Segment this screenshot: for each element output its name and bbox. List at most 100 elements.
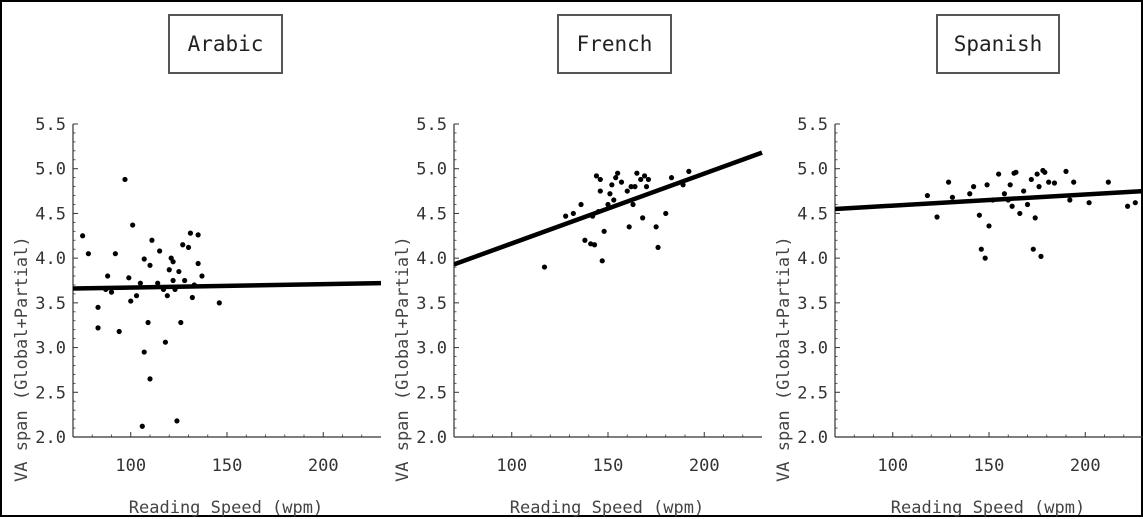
data-point	[160, 286, 167, 293]
data-point	[1125, 203, 1131, 209]
data-point	[1132, 200, 1138, 206]
x-tick-label: 100	[115, 456, 146, 476]
y-tick-label: 5.5	[35, 115, 66, 135]
data-point	[112, 251, 118, 257]
regression-line	[454, 150, 763, 267]
y-tick-label: 2.5	[797, 383, 828, 403]
data-point	[103, 286, 109, 293]
data-point	[570, 210, 576, 217]
data-point	[599, 258, 605, 264]
y-tick-label: 3.0	[797, 339, 828, 359]
y-tick-label: 3.0	[35, 339, 66, 359]
data-point	[578, 201, 584, 208]
data-point	[1036, 184, 1042, 190]
data-point	[1063, 168, 1069, 174]
y-tick-label: 4.0	[797, 249, 828, 269]
data-point	[582, 237, 588, 243]
data-point	[176, 268, 182, 275]
data-point	[139, 423, 145, 429]
data-point	[122, 176, 128, 183]
data-point	[541, 264, 548, 270]
y-tick-label: 5.0	[35, 160, 66, 180]
data-point	[141, 349, 147, 355]
scatter-plot: 2.0 2.5 3.0 3.5 4.0 4.5 5.0 5.5 100 150 200 VA span…	[774, 115, 1143, 518]
scatter-plot: 2.0 2.5 3.0 3.5 4.0 4.5 5.0 5.5 100 150 200 VA span…	[12, 115, 382, 518]
y-axis-label: VA span (Global+Partial)	[393, 236, 413, 482]
data-point	[663, 210, 669, 217]
x-tick-label: 150	[212, 456, 243, 476]
data-point	[597, 176, 603, 183]
data-point	[591, 242, 598, 248]
x-axis-label: Reading Speed (wpm)	[129, 498, 323, 518]
data-point	[141, 256, 147, 262]
data-point	[172, 286, 178, 293]
data-point	[137, 280, 143, 286]
y-tick-label: 2.5	[416, 383, 447, 403]
y-tick-label: 3.5	[416, 294, 447, 314]
data-point	[182, 277, 188, 284]
panel-spanish: 2.0 2.5 3.0 3.5 4.0 4.5 5.0 5.5 100 150 200 VA span…	[764, 2, 1143, 519]
x-axis-label: Reading Speed (wpm)	[510, 498, 704, 518]
data-point	[1024, 201, 1031, 208]
data-point	[170, 259, 176, 265]
data-point	[653, 224, 659, 230]
data-point	[1051, 180, 1058, 186]
data-point	[607, 191, 613, 197]
data-point	[601, 228, 607, 234]
data-point	[157, 248, 163, 254]
data-point	[632, 184, 638, 190]
y-tick-label: 2.0	[797, 428, 828, 448]
data-point	[1042, 169, 1048, 175]
y-tick-label: 5.5	[416, 115, 447, 135]
data-point	[934, 214, 940, 220]
data-point	[615, 170, 621, 176]
data-point	[128, 298, 134, 304]
data-point	[996, 171, 1002, 177]
panel-title: Arabic	[168, 14, 283, 74]
y-axis-label: VA span (Global+Partial)	[774, 236, 794, 482]
data-point	[605, 201, 611, 208]
data-point	[1071, 179, 1077, 185]
data-point	[1005, 197, 1011, 203]
data-point	[130, 222, 136, 228]
x-tick-label: 200	[308, 456, 339, 476]
data-point	[116, 328, 122, 335]
data-point	[986, 223, 992, 229]
data-point	[166, 267, 172, 273]
data-point	[624, 188, 630, 194]
data-point	[180, 242, 186, 248]
data-point	[990, 197, 996, 203]
data-point	[162, 339, 168, 345]
y-tick-label: 4.5	[35, 204, 66, 224]
data-point	[595, 209, 601, 215]
data-point	[1086, 200, 1092, 206]
data-point	[609, 182, 615, 188]
data-point	[170, 277, 176, 284]
data-point	[1038, 253, 1044, 259]
data-point	[1017, 210, 1023, 217]
data-point	[164, 293, 170, 299]
regression-line	[73, 280, 382, 291]
y-tick-label: 3.5	[35, 294, 66, 314]
data-point	[593, 173, 600, 179]
y-tick-label: 5.0	[416, 160, 447, 180]
data-point	[668, 175, 675, 181]
data-point	[185, 244, 192, 251]
data-point	[133, 293, 140, 299]
data-point	[680, 182, 686, 188]
data-point	[85, 251, 91, 257]
x-axis-label: Reading Speed (wpm)	[891, 498, 1085, 518]
data-point	[1105, 179, 1111, 185]
data-point	[1001, 191, 1007, 197]
data-point	[641, 173, 648, 179]
y-tick-label: 4.5	[797, 204, 828, 224]
data-point	[178, 319, 184, 326]
data-point	[982, 255, 988, 261]
data-point	[643, 184, 650, 190]
y-tick-label: 5.0	[797, 160, 828, 180]
data-point	[945, 179, 952, 185]
x-tick-label: 150	[974, 456, 1005, 476]
data-point	[1046, 179, 1052, 185]
data-point	[187, 230, 194, 236]
data-point	[1007, 182, 1013, 188]
